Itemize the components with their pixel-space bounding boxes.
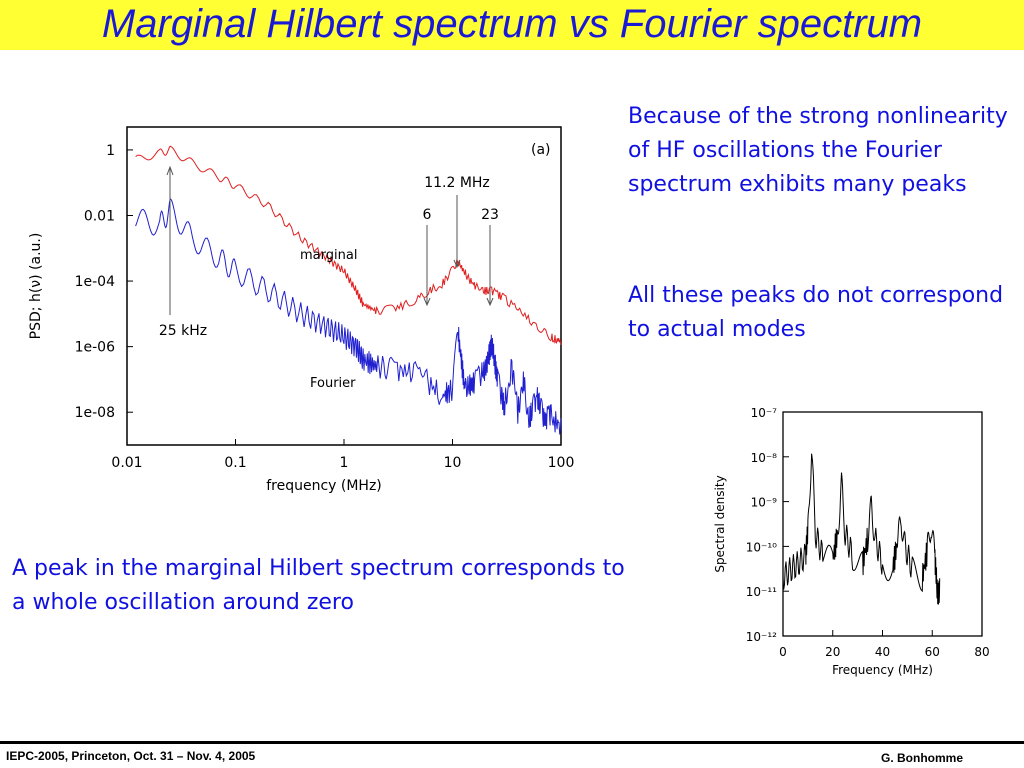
text-nonlinearity: Because of the strong nonlinearity of HF…	[628, 104, 1008, 197]
plot-frame	[126, 126, 562, 446]
annotation-11mhz: 11.2 MHz	[424, 175, 490, 191]
x-tick-label: 0.1	[224, 455, 246, 471]
slide-title: Marginal Hilbert spectrum vs Fourier spe…	[101, 2, 923, 46]
annotation-23-arrow-head	[486, 297, 494, 307]
text-marginal-peak: A peak in the marginal Hilbert spectrum …	[12, 556, 625, 615]
y-tick-label: 10⁻¹¹	[746, 585, 777, 599]
footer-divider	[0, 741, 1024, 744]
x-axis-label: Frequency (MHz)	[832, 663, 933, 677]
y-tick-label: 10⁻⁸	[751, 451, 778, 465]
y-tick-label: 1e-08	[75, 405, 115, 421]
x-tick-label: 1	[340, 455, 349, 471]
y-tick-label: 10⁻⁹	[751, 496, 778, 510]
x-tick-label: 10	[444, 455, 462, 471]
x-tick-label: 40	[875, 645, 890, 659]
spectral-density-chart: 0 20 40 60 80 10⁻⁷ 10⁻⁸ 10⁻⁹ 10⁻¹⁰ 10⁻¹¹ 10⁻¹² Freq…	[713, 406, 990, 677]
annotation-6-arrow-head	[423, 297, 431, 307]
annotation-6: 6	[423, 207, 432, 223]
x-tick-label: 0.01	[111, 455, 142, 471]
y-tick-label: 1e-06	[75, 340, 115, 356]
psd-chart: 0.01 0.1 1 10 100 1 0.01 1e-04 1e-06 1e-08 frequen…	[28, 126, 575, 494]
x-tick-label: 20	[825, 645, 840, 659]
panel-label: (a)	[531, 142, 551, 158]
annotation-23: 23	[481, 207, 499, 223]
x-tick-label: 80	[974, 645, 989, 659]
y-tick-label: 10⁻¹²	[746, 630, 777, 644]
y-tick-label: 1e-04	[75, 274, 115, 290]
text-peaks-not-modes: All these peaks do not correspond to act…	[628, 283, 1004, 342]
y-axis-label: PSD; h(ν) (a.u.)	[28, 233, 44, 340]
y-axis-label: Spectral density	[713, 475, 727, 572]
footer-conference: IEPC-2005, Princeton, Oct. 31 – Nov. 4, …	[6, 749, 256, 763]
x-tick-label: 100	[548, 455, 575, 471]
footer-author: G. Bonhomme	[880, 751, 963, 765]
y-tick-label: 1	[106, 143, 115, 159]
plot-frame	[782, 411, 983, 637]
series-label-fourier: Fourier	[310, 376, 356, 391]
y-tick-label: 0.01	[84, 208, 115, 224]
series-marginal-line	[135, 145, 562, 345]
x-axis-label: frequency (MHz)	[266, 478, 382, 494]
x-tick-label: 60	[925, 645, 940, 659]
annotation-11mhz-arrow-head	[453, 259, 461, 269]
y-tick-label: 10⁻⁷	[751, 406, 778, 420]
series-fourier-line	[135, 197, 562, 435]
annotation-25khz-arrow-head	[166, 165, 174, 176]
series-label-marginal: marginal	[300, 248, 357, 263]
title-bar: Marginal Hilbert spectrum vs Fourier spe…	[0, 0, 1024, 50]
x-tick-label: 0	[779, 645, 787, 659]
y-tick-label: 10⁻¹⁰	[746, 540, 777, 554]
series-spectral-density-line	[782, 453, 941, 605]
annotation-25khz: 25 kHz	[159, 323, 207, 339]
